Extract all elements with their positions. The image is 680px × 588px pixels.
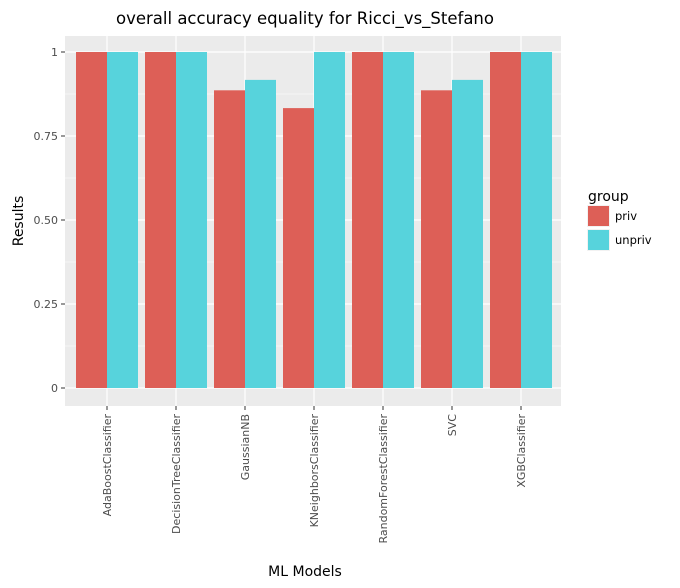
y-tick-label: 0.75 <box>34 130 59 143</box>
bar-unpriv-DecisionTreeClassifier <box>176 52 207 388</box>
bar-priv-SVC <box>421 90 452 388</box>
x-axis-ticks: AdaBoostClassifier DecisionTreeClassifier… <box>101 406 528 544</box>
x-tick-label: GaussianNB <box>239 414 252 480</box>
bar-unpriv-AdaBoostClassifier <box>107 52 138 388</box>
y-tick-label: 0 <box>51 382 58 395</box>
bar-unpriv-KNeighborsClassifier <box>314 52 345 388</box>
x-tick-label: AdaBoostClassifier <box>101 414 114 517</box>
chart-title: overall accuracy equality for Ricci_vs_S… <box>116 9 494 29</box>
y-axis-ticks: 0 0.25 0.50 0.75 1 <box>34 46 65 395</box>
x-tick-label: DecisionTreeClassifier <box>170 414 183 534</box>
bar-priv-GaussianNB <box>214 90 245 388</box>
legend-label-priv: priv <box>615 209 637 223</box>
bar-priv-XGBClassifier <box>490 52 521 388</box>
legend-swatch-priv <box>588 206 609 226</box>
legend-title: group <box>588 189 629 205</box>
y-axis-title: Results <box>11 196 27 247</box>
bar-priv-RandomForestClassifier <box>352 52 383 388</box>
bar-priv-DecisionTreeClassifier <box>145 52 176 388</box>
bar-unpriv-RandomForestClassifier <box>383 52 414 388</box>
x-axis-title: ML Models <box>268 564 342 580</box>
y-tick-label: 0.50 <box>34 214 59 227</box>
bar-unpriv-XGBClassifier <box>521 52 552 388</box>
bar-priv-KNeighborsClassifier <box>283 108 314 388</box>
x-tick-label: RandomForestClassifier <box>377 414 390 544</box>
y-tick-label: 0.25 <box>34 298 59 311</box>
legend: group priv unpriv <box>587 189 652 251</box>
bars <box>76 52 552 388</box>
legend-swatch-unpriv <box>588 230 609 250</box>
bar-priv-AdaBoostClassifier <box>76 52 107 388</box>
legend-label-unpriv: unpriv <box>615 233 652 247</box>
bar-unpriv-SVC <box>452 79 483 388</box>
x-tick-label: XGBClassifier <box>515 414 528 488</box>
x-tick-label: SVC <box>446 414 459 437</box>
x-tick-label: KNeighborsClassifier <box>308 414 321 528</box>
bar-unpriv-GaussianNB <box>245 79 276 388</box>
y-tick-label: 1 <box>51 46 58 59</box>
